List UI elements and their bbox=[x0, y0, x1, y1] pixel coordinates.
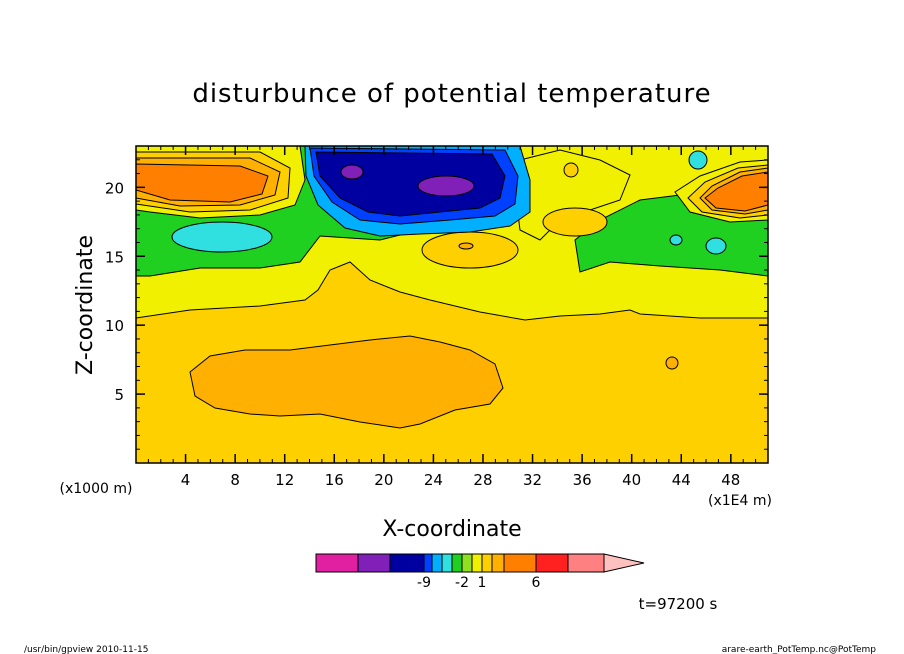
cyan-blob-small bbox=[669, 234, 683, 246]
contour-field bbox=[136, 146, 768, 463]
y-tick-label: 5 bbox=[114, 386, 124, 404]
colorbar-cell bbox=[357, 553, 391, 573]
colorbar-cell bbox=[461, 553, 473, 573]
x-tick-label: 32 bbox=[523, 471, 542, 489]
x-tick-label: 12 bbox=[275, 471, 294, 489]
y-axis-label: Z-coordinate bbox=[73, 235, 98, 375]
colorbar-cell bbox=[315, 553, 359, 573]
colorbar-cell bbox=[503, 553, 537, 573]
plot-frame bbox=[135, 145, 769, 464]
chart-title: disturbunce of potential temperature bbox=[192, 79, 711, 109]
x-unit-right: (x1E4 m) bbox=[708, 493, 772, 509]
colorbar-cell bbox=[389, 553, 425, 573]
colorbar-label: 1 bbox=[478, 575, 487, 591]
contour-patch-b bbox=[542, 207, 608, 237]
x-tick-label: 36 bbox=[573, 471, 592, 489]
x-tick-label: 40 bbox=[622, 471, 641, 489]
contour-patch-d bbox=[458, 242, 474, 250]
colorbar-cell bbox=[567, 553, 605, 573]
colorbar-cell bbox=[535, 553, 569, 573]
cold-core-b bbox=[417, 175, 475, 197]
x-axis-label: X-coordinate bbox=[382, 517, 521, 542]
cyan-blob-top bbox=[688, 150, 708, 170]
y-tick-label: 20 bbox=[105, 179, 124, 197]
cold-inner bbox=[315, 151, 506, 217]
warm-right-core bbox=[704, 171, 768, 212]
colorbar-label: -2 bbox=[455, 575, 469, 591]
x-tick-label: 16 bbox=[325, 471, 344, 489]
x-tick-label: 20 bbox=[374, 471, 393, 489]
colorbar bbox=[315, 553, 645, 573]
colorbar-cell bbox=[481, 553, 493, 573]
warm-dot bbox=[665, 356, 679, 370]
x-tick-label: 28 bbox=[473, 471, 492, 489]
colorbar-over-triangle bbox=[603, 553, 645, 573]
time-label: t=97200 s bbox=[639, 595, 718, 613]
x-tick-label: 44 bbox=[672, 471, 691, 489]
contour-patch-a bbox=[421, 231, 519, 269]
colorbar-cell bbox=[451, 553, 463, 573]
colorbar-cell bbox=[471, 553, 483, 573]
x-tick-label: 4 bbox=[181, 471, 191, 489]
colorbar-label: 6 bbox=[532, 575, 541, 591]
footer-right: arare-earth_PotTemp.nc@PotTemp bbox=[722, 645, 877, 654]
colorbar-label: -9 bbox=[417, 575, 431, 591]
warm-left-core bbox=[136, 163, 269, 203]
colorbar-cell bbox=[423, 553, 433, 573]
colorbar-cell bbox=[441, 553, 453, 573]
y-tick-label: 15 bbox=[105, 248, 124, 266]
x-unit-left: (x1000 m) bbox=[60, 481, 133, 497]
warm-lower bbox=[189, 335, 504, 429]
x-axis: 4 8 12 16 20 24 28 32 36 40 44 48 bbox=[147, 146, 757, 489]
cyan-blob-left bbox=[171, 221, 273, 253]
footer-left: /usr/bin/gpview 2010-11-15 bbox=[24, 645, 148, 654]
contour-patch-c bbox=[563, 162, 579, 178]
colorbar-labels: -9 -2 1 6 bbox=[417, 575, 541, 591]
cyan-blob-right bbox=[705, 237, 727, 255]
colorbar-cell bbox=[431, 553, 443, 573]
colorbar-cell bbox=[491, 553, 505, 573]
cold-core-a bbox=[340, 164, 364, 180]
x-tick-label: 48 bbox=[721, 471, 740, 489]
x-tick-label: 24 bbox=[424, 471, 443, 489]
y-tick-label: 10 bbox=[105, 317, 124, 335]
x-tick-label: 8 bbox=[230, 471, 240, 489]
y-axis: 5 10 15 20 bbox=[105, 159, 768, 450]
